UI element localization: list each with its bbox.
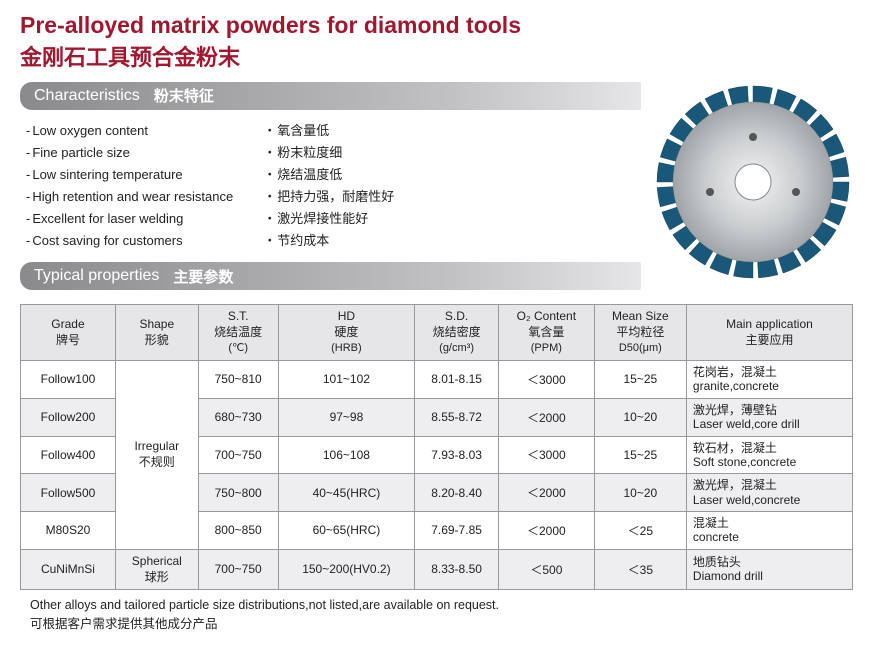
characteristic-item: Cost saving for customers [26,230,233,252]
cell-st: 750~800 [198,474,278,512]
th-hd: HD硬度(HRB) [278,305,415,361]
cell-app: 地质钻头Diamond drill [686,549,852,589]
title-chinese: 金刚石工具预合金粉末 [20,40,853,72]
characteristic-item: High retention and wear resistance [26,186,233,208]
cell-mean: 10~20 [594,398,686,436]
properties-label-zh: 主要参数 [173,266,233,287]
cell-mean: ＜35 [594,549,686,589]
cell-mean: 10~20 [594,474,686,512]
footnote: Other alloys and tailored particle size … [20,596,853,634]
cell-hd: 97~98 [278,398,415,436]
characteristic-item: Low sintering temperature [26,164,233,186]
characteristic-item: 把持力强，耐磨性好 [263,186,394,208]
cell-hd: 60~65(HRC) [278,512,415,550]
characteristic-item: 氧含量低 [263,120,394,142]
properties-header: Typical properties 主要参数 [20,262,641,290]
cell-st: 750~810 [198,360,278,398]
cell-o2: ＜3000 [498,436,594,474]
footnote-zh: 可根据客户需求提供其他成分产品 [30,615,853,634]
characteristic-item: Fine particle size [26,142,233,164]
title-english: Pre-alloyed matrix powders for diamond t… [20,12,853,40]
cell-mean: ＜25 [594,512,686,550]
properties-table: Grade牌号 Shape形貌 S.T.烧结温度(℃) HD硬度(HRB) S.… [20,304,853,590]
cell-sd: 8.20-8.40 [415,474,499,512]
cell-o2: ＜500 [498,549,594,589]
characteristic-item: Low oxygen content [26,120,233,142]
characteristics-list-en: Low oxygen contentFine particle sizeLow … [26,120,233,253]
cell-grade: Follow400 [21,436,116,474]
cell-sd: 8.33-8.50 [415,549,499,589]
cell-grade: Follow100 [21,360,116,398]
cell-o2: ＜2000 [498,512,594,550]
table-header-row: Grade牌号 Shape形貌 S.T.烧结温度(℃) HD硬度(HRB) S.… [21,305,853,361]
cell-shape-irregular: Irregular不规则 [115,360,198,549]
th-app: Main application主要应用 [686,305,852,361]
cell-st: 700~750 [198,436,278,474]
cell-app: 激光焊，混凝土Laser weld,concrete [686,474,852,512]
characteristic-item: 烧结温度低 [263,164,394,186]
cell-st: 800~850 [198,512,278,550]
cell-o2: ＜2000 [498,398,594,436]
cell-app: 花岗岩，混凝土granite,concrete [686,360,852,398]
cell-shape-spherical: Spherical球形 [115,549,198,589]
cell-app: 激光焊，薄壁钻Laser weld,core drill [686,398,852,436]
characteristic-item: Excellent for laser welding [26,208,233,230]
table-body: Follow100Irregular不规则750~810101~1028.01-… [21,360,853,589]
cell-hd: 101~102 [278,360,415,398]
cell-sd: 7.93-8.03 [415,436,499,474]
characteristics-label-en: Characteristics [34,87,140,105]
cell-mean: 15~25 [594,436,686,474]
th-mean: Mean Size平均粒径D50(μm) [594,305,686,361]
cell-grade: CuNiMnSi [21,549,116,589]
cell-grade: M80S20 [21,512,116,550]
diamond-blade-image [653,82,853,282]
characteristics-lists: Low oxygen contentFine particle sizeLow … [20,118,641,263]
cell-sd: 8.01-8.15 [415,360,499,398]
th-sd: S.D.烧结密度(g/cm³) [415,305,499,361]
characteristics-list-zh: 氧含量低粉末粒度细烧结温度低把持力强，耐磨性好激光焊接性能好节约成本 [263,120,394,253]
characteristics-label-zh: 粉末特征 [154,85,214,106]
table-row: CuNiMnSiSpherical球形700~750150~200(HV0.2)… [21,549,853,589]
cell-hd: 150~200(HV0.2) [278,549,415,589]
characteristics-header: Characteristics 粉末特征 [20,82,641,110]
cell-app: 软石材，混凝土Soft stone,concrete [686,436,852,474]
cell-sd: 7.69-7.85 [415,512,499,550]
cell-st: 680~730 [198,398,278,436]
th-grade: Grade牌号 [21,305,116,361]
table-row: Follow100Irregular不规则750~810101~1028.01-… [21,360,853,398]
cell-o2: ＜2000 [498,474,594,512]
cell-grade: Follow500 [21,474,116,512]
cell-sd: 8.55-8.72 [415,398,499,436]
left-column: Characteristics 粉末特征 Low oxygen contentF… [20,82,641,299]
characteristic-item: 节约成本 [263,230,394,252]
cell-grade: Follow200 [21,398,116,436]
th-o2: O₂ Content氧含量(PPM) [498,305,594,361]
cell-hd: 40~45(HRC) [278,474,415,512]
cell-o2: ＜3000 [498,360,594,398]
characteristic-item: 激光焊接性能好 [263,208,394,230]
footnote-en: Other alloys and tailored particle size … [30,596,853,615]
cell-app: 混凝土concrete [686,512,852,550]
cell-mean: 15~25 [594,360,686,398]
characteristic-item: 粉末粒度细 [263,142,394,164]
properties-label-en: Typical properties [34,267,159,285]
top-row: Characteristics 粉末特征 Low oxygen contentF… [20,82,853,299]
cell-hd: 106~108 [278,436,415,474]
th-st: S.T.烧结温度(℃) [198,305,278,361]
th-shape: Shape形貌 [115,305,198,361]
cell-st: 700~750 [198,549,278,589]
